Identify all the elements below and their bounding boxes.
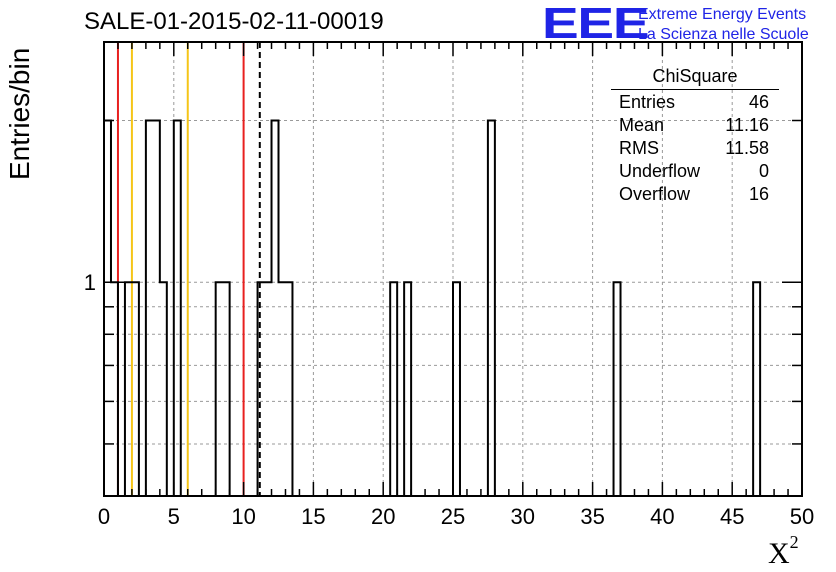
chart-title: SALE-01-2015-02-11-00019 bbox=[84, 8, 384, 35]
histogram-bin bbox=[279, 282, 286, 496]
x-tick-label: 30 bbox=[511, 504, 535, 529]
histogram-bin bbox=[614, 282, 621, 496]
histogram-bin bbox=[265, 282, 272, 496]
stat-row-underflow: Underflow 0 bbox=[619, 161, 769, 184]
tick-labels: 0 5 10 15 20 25 30 35 40 45 50 1 bbox=[84, 270, 814, 529]
y-axis-label: Entries/bin bbox=[4, 47, 35, 180]
stat-row-overflow: Overflow 16 bbox=[619, 184, 769, 207]
stats-title: ChiSquare bbox=[652, 66, 738, 86]
x-tick-label: 10 bbox=[231, 504, 255, 529]
histogram-bin bbox=[223, 282, 230, 496]
histogram-bin bbox=[216, 282, 223, 496]
x-tick-label: 40 bbox=[650, 504, 674, 529]
stat-value: 46 bbox=[748, 92, 769, 112]
stat-value: 11.58 bbox=[725, 138, 769, 158]
x-tick-label: 45 bbox=[720, 504, 744, 529]
histogram-bin bbox=[453, 282, 460, 496]
histogram-bin bbox=[125, 282, 132, 496]
reference-lines bbox=[116, 42, 261, 496]
x-tick-label: 35 bbox=[580, 504, 604, 529]
logo-text-line1: Extreme Energy Events bbox=[638, 6, 807, 23]
logo-text-line2: La Scienza nelle Scuole bbox=[638, 26, 809, 43]
x-tick-label: 25 bbox=[441, 504, 465, 529]
histogram-bin bbox=[404, 282, 411, 496]
y-tick-label: 1 bbox=[84, 270, 96, 295]
histogram-bin bbox=[146, 121, 153, 496]
histogram-bin bbox=[285, 282, 292, 496]
histogram-bin bbox=[753, 282, 760, 496]
x-axis-label: X2 bbox=[768, 532, 799, 571]
stat-value: 16 bbox=[748, 184, 769, 204]
x-tick-label: 0 bbox=[98, 504, 110, 529]
histogram-bin bbox=[104, 121, 111, 496]
x-axis-label-exponent: 2 bbox=[789, 532, 799, 552]
stat-row-rms: RMS 11.58 bbox=[619, 138, 769, 161]
stat-row-entries: Entries 46 bbox=[619, 92, 769, 115]
axes bbox=[103, 41, 803, 497]
histogram-bin bbox=[174, 121, 181, 496]
stat-label: Mean bbox=[619, 115, 665, 135]
stats-divider bbox=[611, 89, 779, 90]
x-tick-label: 15 bbox=[301, 504, 325, 529]
histogram-bin bbox=[258, 282, 265, 496]
histogram-bin bbox=[153, 121, 160, 496]
histogram-bin bbox=[488, 121, 495, 496]
histogram-bin bbox=[272, 121, 279, 496]
histogram-bin bbox=[111, 282, 118, 496]
stat-value: 0 bbox=[758, 161, 769, 181]
x-tick-label: 50 bbox=[790, 504, 814, 529]
histogram-bin bbox=[160, 282, 167, 496]
histogram-bin bbox=[132, 282, 139, 496]
x-axis-label-text: X bbox=[768, 537, 790, 570]
x-tick-label: 5 bbox=[168, 504, 180, 529]
stats-box: ChiSquare Entries 46 Mean 11.16 RMS 11.5… bbox=[611, 66, 779, 214]
stat-value: 11.16 bbox=[725, 115, 769, 135]
x-tick-label: 20 bbox=[371, 504, 395, 529]
logo-mark: EEE bbox=[542, 0, 650, 48]
stat-label: Entries bbox=[619, 92, 676, 112]
stat-label: Underflow bbox=[619, 161, 701, 181]
stat-row-mean: Mean 11.16 bbox=[619, 115, 769, 138]
stat-label: Overflow bbox=[619, 184, 691, 204]
stat-label: RMS bbox=[619, 138, 659, 158]
histogram-bin bbox=[390, 282, 397, 496]
